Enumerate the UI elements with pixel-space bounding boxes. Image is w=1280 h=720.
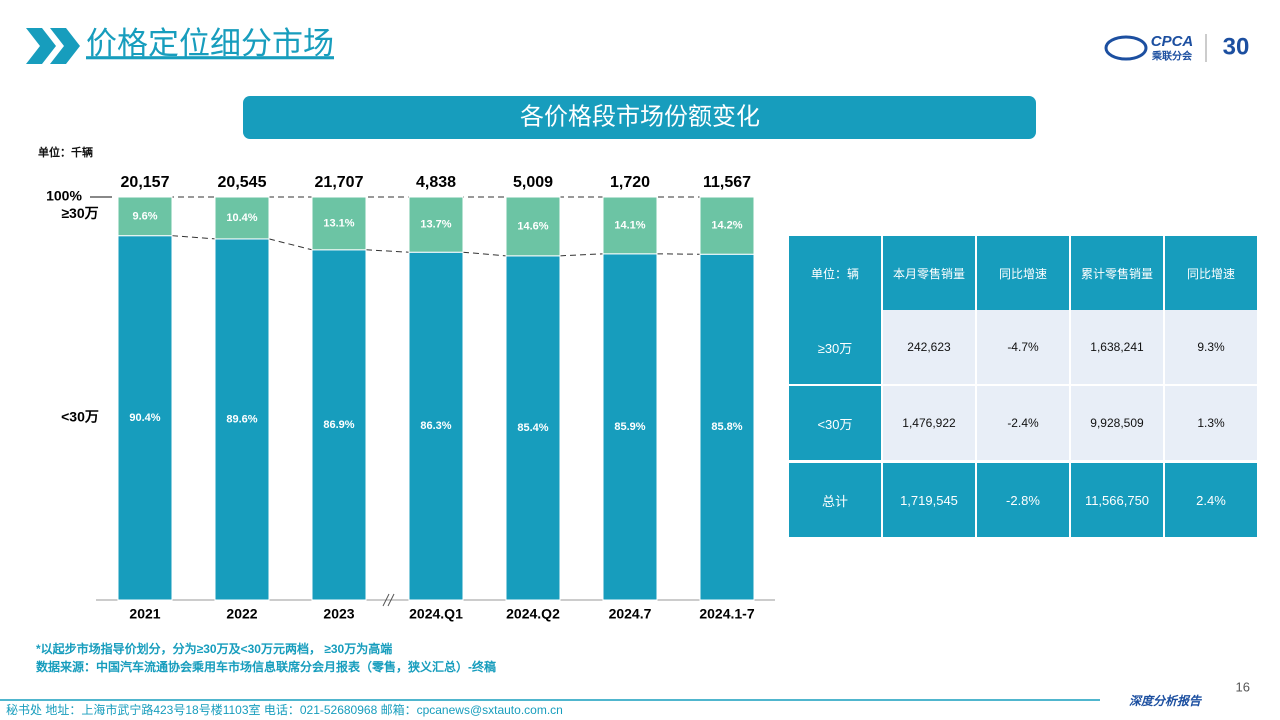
bar-segment: [311, 249, 367, 601]
value-label: 85.4%: [517, 422, 548, 434]
table-row: <30万 1,476,922 -2.4% 9,928,509 1.3%: [787, 385, 1259, 463]
title-icon: [26, 28, 80, 64]
note: *以起步市场指导价划分，分为≥30万及<30万元两档， ≥30万为高端: [36, 641, 392, 656]
table-cell: 1.3%: [1163, 385, 1259, 463]
footer-tag: 深度分析报告: [1129, 694, 1203, 708]
table-cell: -2.8%: [975, 460, 1071, 537]
value-label: 86.3%: [420, 420, 451, 432]
connector: [171, 235, 216, 240]
value-label: 86.9%: [323, 419, 354, 431]
logo-text: CPCA: [1151, 33, 1194, 50]
x-tick-label: 2023: [323, 606, 354, 622]
table-cell: 累计零售销量: [1069, 236, 1165, 310]
logo: CPCA 乘联分会 30: [1104, 33, 1250, 63]
value-label: 14.1%: [614, 219, 645, 231]
y-tick-label: 100%: [46, 188, 82, 204]
table-cell: 本月零售销量: [881, 236, 977, 310]
axis-break: [387, 593, 395, 607]
total-label: 20,545: [218, 174, 267, 191]
series-label: <30万: [61, 409, 99, 425]
x-tick-label: 2022: [226, 606, 257, 622]
total-label: 4,838: [416, 174, 456, 191]
page-title: 价格定位细分市场: [86, 26, 334, 61]
footer-address: 秘书处 地址：上海市武宁路423号18号楼1103室 电话：021-526809…: [6, 702, 563, 717]
value-label: 13.7%: [420, 219, 451, 231]
connector: [365, 249, 410, 253]
section-band: [243, 96, 1036, 139]
note: 数据来源：中国汽车流通协会乘用车市场信息联席分会月报表（零售，狭义汇总）-终稿: [36, 659, 496, 674]
bar-segment: [214, 196, 270, 240]
bar-segment: [214, 238, 270, 601]
value-label: 10.4%: [226, 212, 257, 224]
table-cell: -2.4%: [975, 385, 1071, 463]
table-cell: -4.7%: [975, 310, 1071, 386]
bar-segment: [117, 196, 173, 237]
section-title: 各价格段市场份额变化: [520, 103, 760, 130]
axis-break: [382, 593, 390, 607]
bar-segment: [699, 253, 755, 601]
table-cell: 9.3%: [1163, 310, 1259, 386]
x-tick-label: 2024.Q2: [506, 606, 560, 622]
table-cell: 1,476,922: [881, 385, 977, 463]
x-tick-label: 2021: [129, 606, 160, 622]
connector: [268, 238, 313, 251]
value-label: 9.6%: [132, 210, 157, 222]
table-cell: 1,638,241: [1069, 310, 1165, 386]
logo-sub: 乘联分会: [1151, 50, 1192, 63]
table-cell: <30万: [787, 385, 883, 463]
total-label: 1,720: [610, 174, 650, 191]
bar-segment: [311, 196, 367, 251]
x-tick-label: 2024.7: [609, 606, 652, 622]
table-cell: 同比增速: [975, 236, 1071, 310]
x-tick-label: 2024.1-7: [699, 606, 754, 622]
bar-segment: [699, 196, 755, 255]
table-cell: 同比增速: [1163, 236, 1259, 310]
table-row: 总计 1,719,545 -2.8% 11,566,750 2.4%: [787, 460, 1259, 537]
chart: 100%≥30万 <30万 90.4% 9.6% 20,157 2021 89.6% 10.4…: [46, 174, 775, 622]
value-label: 90.4%: [129, 412, 160, 424]
bar-segment: [505, 196, 561, 257]
table-cell: ≥30万: [787, 310, 883, 386]
bar-segment: [117, 235, 173, 601]
value-label: 89.6%: [226, 413, 257, 425]
table-cell: 总计: [787, 460, 883, 537]
table-cell: 242,623: [881, 310, 977, 386]
total-label: 21,707: [315, 174, 364, 191]
table-cell: 11,566,750: [1069, 460, 1165, 537]
total-label: 11,567: [703, 174, 751, 191]
value-label: 85.9%: [614, 421, 645, 433]
bar-segment: [602, 196, 658, 255]
page-number: 16: [1236, 679, 1250, 694]
bar-segment: [408, 196, 464, 253]
value-label: 14.2%: [711, 220, 742, 232]
value-label: 14.6%: [517, 220, 548, 232]
table-cell: 2.4%: [1163, 460, 1259, 537]
sales-table: 单位：辆 本月零售销量 同比增速 累计零售销量 同比增速 ≥30万 242,623 -4.7%…: [787, 236, 1259, 537]
table-cell: 9,928,509: [1069, 385, 1165, 463]
unit-note: 单位：千辆: [38, 145, 93, 159]
bar-segment: [408, 251, 464, 601]
table-cell: 单位：辆: [787, 236, 883, 310]
total-label: 5,009: [513, 174, 553, 191]
bar-segment: [602, 253, 658, 601]
table-row: 单位：辆 本月零售销量 同比增速 累计零售销量 同比增速: [787, 236, 1259, 310]
connector: [462, 251, 507, 257]
table-cell: 1,719,545: [881, 460, 977, 537]
value-label: 13.1%: [323, 217, 354, 229]
total-label: 20,157: [121, 174, 170, 191]
value-label: 85.8%: [711, 421, 742, 433]
bar-segment: [505, 255, 561, 601]
connector: [559, 253, 604, 257]
x-tick-label: 2024.Q1: [409, 606, 463, 622]
anniversary: 30: [1223, 33, 1250, 60]
series-label: ≥30万: [61, 205, 98, 221]
table-row: ≥30万 242,623 -4.7% 1,638,241 9.3%: [787, 310, 1259, 386]
